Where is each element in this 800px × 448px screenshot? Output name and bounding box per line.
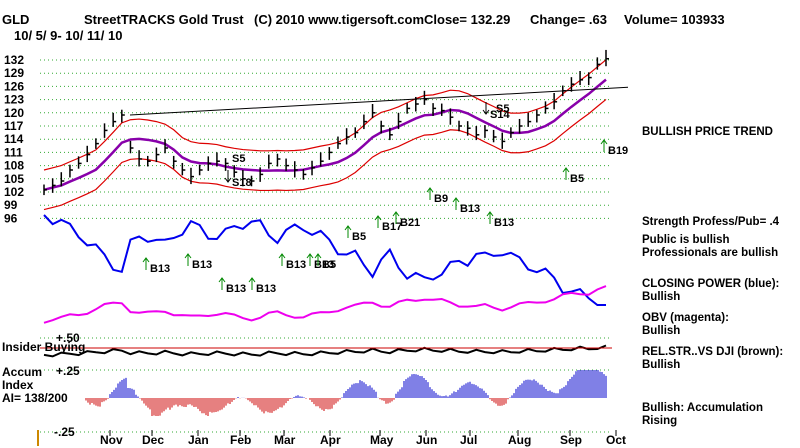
signal-label: B13 [460,203,480,215]
resistance-line [129,86,629,116]
chart-title: StreetTRACKS Gold Trust [84,12,244,27]
x-tick-label: Jul [460,433,477,447]
signal-label: S5 [496,103,509,115]
buy-arrow-head [392,211,400,217]
y-tick-label: 111 [4,145,23,159]
x-tick-label: Feb [230,433,251,447]
price-bands [43,59,629,211]
buy-arrow-head [314,253,322,259]
signal-label: B13 [494,217,514,229]
closing-power-series [43,214,606,306]
buy-arrow-head [486,211,494,217]
signal-label: B21 [400,217,420,229]
x-tick-label: Mar [274,433,296,447]
minus25-label: -.25 [54,425,75,439]
signal-label: B17 [382,221,402,233]
x-tick-label: Sep [560,433,582,447]
symbol-label: GLD [2,12,30,27]
obv-series [43,285,607,324]
buy-arrow-head [562,167,570,173]
price-bars [43,49,609,196]
y-tick-label: 96 [4,211,18,225]
trend-text: BULLISH PRICE TREND [642,126,773,138]
buy-arrow-head [344,225,352,231]
accum-panel [85,370,607,416]
insider-label: Insider Buying [2,340,86,354]
volume-value: Volume= 103933 [624,12,725,27]
buy-arrow-head [600,139,608,145]
buy-arrow-head [306,253,314,259]
accum-label: Accum Index AI= 138/200 [2,365,68,405]
buy-arrow-head [248,277,256,283]
signal-label: B19 [608,145,628,157]
x-tick-label: Oct [606,433,626,447]
y-tick-label: 108 [4,159,24,173]
signal-label: B13 [192,259,212,271]
buy-arrow-head [142,257,150,263]
y-tick-label: 99 [4,198,18,212]
signal-label: B5 [570,173,584,185]
buy-arrow-head [218,277,226,283]
y-tick-label: 105 [4,172,24,186]
signal-label: S18 [232,177,252,189]
strength-text: Strength Profess/Pub= .4 [642,216,780,228]
y-tick-label: 129 [4,66,24,80]
date-range-label: 10/ 5/ 9- 10/ 11/ 10 [14,28,123,43]
signal-label: B5 [322,259,336,271]
accum-text: Bullish: Accumulation Rising [642,402,763,427]
signal-label: B13 [314,259,334,271]
x-tick-label: Aug [508,433,531,447]
signal-label: B13 [226,283,246,295]
buy-arrow-head [184,253,192,259]
y-tick-label: 102 [4,185,24,199]
signal-label: B5 [352,231,366,243]
lower-band [43,98,607,211]
y-tick-label: 123 [4,93,24,107]
signal-label: S14 [490,109,510,121]
obv-text: OBV (magenta): Bullish [642,312,729,337]
plus50-label: +.50 [56,331,80,345]
plus25-label: +.25 [56,364,80,378]
x-tick-label: Jun [416,433,437,447]
sell-arrow-head [224,177,232,183]
signal-label: S5 [232,153,245,165]
y-tick-label: 132 [4,53,24,67]
x-tick-labels: Nov Dec Jan Feb Mar Apr May Jun Jul Aug Sep Oct [100,430,626,447]
x-tick-label: Nov [100,433,123,447]
obv-line [43,285,607,324]
close-value: Close= 132.29 [424,12,511,27]
buy-arrow-head [452,197,460,203]
copyright-label: (C) 2010 www.tigersoft.com [254,12,424,27]
grid-lines [40,59,612,433]
signal-label: B9 [434,193,448,205]
signal-label: B13 [286,259,306,271]
relstr-text: REL.STR..VS DJI (brown): Bullish [642,346,784,371]
buy-arrow-head [278,253,286,259]
x-tick-label: Apr [320,433,341,447]
x-tick-label: Jan [188,433,209,447]
public-text: Public is bullish Professionals are bull… [642,234,779,259]
y-tick-label: 117 [4,119,24,133]
buy-arrow-head [426,187,434,193]
moving-average [43,78,607,192]
signal-label: B13 [150,263,170,275]
x-tick-label: Dec [142,433,164,447]
buy-arrow-head [374,215,382,221]
closing-power-line [43,214,606,306]
y-tick-label: 126 [4,79,24,93]
insider-panel [40,344,612,358]
closing-power-text: CLOSING POWER (blue): Bullish [642,278,780,303]
relstr-line [43,344,607,358]
sell-arrow-head [482,109,490,115]
y-tick-label: 114 [4,132,24,146]
x-tick-label: May [370,433,394,447]
signal-label: B13 [256,283,276,295]
upper-band [43,59,607,171]
change-value: Change= .63 [530,12,607,27]
y-tick-label: 120 [4,106,24,120]
